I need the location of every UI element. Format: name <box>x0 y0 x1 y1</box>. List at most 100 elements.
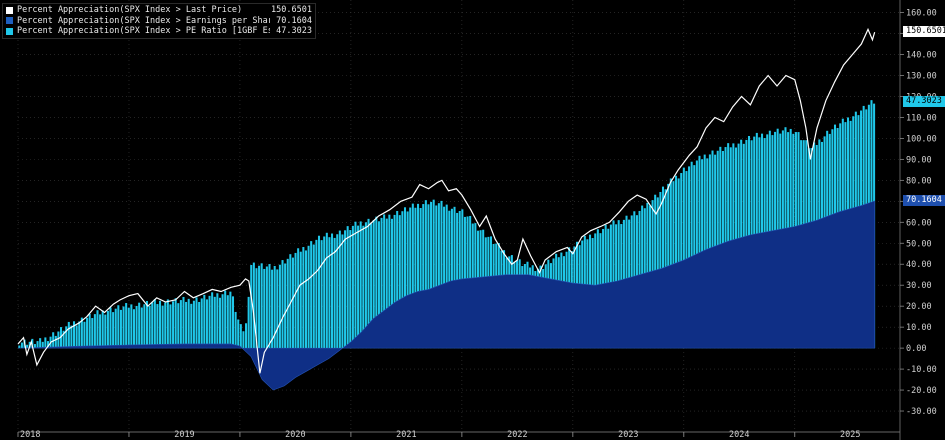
eps-area-series <box>17 200 875 391</box>
pe-bar <box>54 335 57 349</box>
y-tick-label: 40.00 <box>906 260 932 270</box>
pe-bar <box>260 263 263 349</box>
pe-bar <box>291 257 294 349</box>
x-tick-label: 2024 <box>729 430 749 440</box>
pe-bar <box>252 262 255 349</box>
pe-bar <box>281 260 284 349</box>
pe-bar <box>328 237 331 349</box>
pe-bar <box>682 167 685 349</box>
pe-bar <box>78 321 81 349</box>
pe-bar <box>62 330 65 349</box>
pe-bar <box>320 240 323 349</box>
pe-bar <box>164 302 167 349</box>
pe-bar <box>234 311 237 349</box>
pe-bar <box>166 299 169 349</box>
pe-bar <box>367 218 370 349</box>
pe-bar <box>229 291 232 349</box>
pe-bar <box>450 208 453 349</box>
pe-bar <box>187 298 190 349</box>
pe-bar <box>153 299 156 349</box>
pe-bar <box>122 306 125 349</box>
pe-bar <box>401 211 404 349</box>
pe-bar <box>114 308 117 349</box>
pe-bar <box>445 204 448 349</box>
pe-bar <box>278 264 281 349</box>
pe-bar <box>390 218 393 349</box>
pe-bar <box>221 294 224 349</box>
pe-bar <box>448 210 451 349</box>
pe-bar <box>346 226 349 349</box>
pe-bar <box>690 161 693 349</box>
pe-bar <box>440 200 443 349</box>
pe-bar <box>200 298 203 349</box>
pe-bar <box>151 302 154 349</box>
y-tick-label: -20.00 <box>906 386 937 396</box>
y-tick-label: 90.00 <box>906 155 932 165</box>
pe-bar <box>430 201 433 349</box>
legend-series-value: 70.1604 <box>276 15 312 26</box>
pe-bar <box>299 251 302 349</box>
pe-bar <box>148 305 151 349</box>
legend-item-pe: Percent Appreciation(SPX Index > PE Rati… <box>6 26 312 37</box>
pe-bar <box>341 234 344 349</box>
pe-bar <box>437 203 440 349</box>
pe-bar <box>338 230 341 349</box>
pe-bar <box>427 204 430 349</box>
pe-bar <box>80 317 83 349</box>
pe-bar <box>276 269 279 349</box>
pe-bar <box>213 296 216 349</box>
legend-item-eps: Percent Appreciation(SPX Index > Earning… <box>6 16 312 27</box>
pe-bar <box>140 307 143 349</box>
x-tick-label: 2025 <box>840 430 860 440</box>
pe-bar <box>359 221 362 349</box>
x-tick-label: 2021 <box>396 430 416 440</box>
pe-bar <box>172 301 175 349</box>
pe-bar <box>135 305 138 349</box>
pe-bar <box>250 265 253 349</box>
pe-bar <box>245 323 248 349</box>
pe-bar <box>255 268 258 349</box>
pe-bar <box>323 236 326 349</box>
pe-bar <box>195 297 198 349</box>
pe-bar <box>86 317 89 349</box>
pe-bar <box>263 268 266 349</box>
eps-last-value-tag: 70.1604 <box>903 194 945 206</box>
price-last-value-tag: 150.6501 <box>903 26 945 38</box>
y-tick-label: 80.00 <box>906 176 932 186</box>
pe-bar <box>273 265 276 349</box>
legend-series-value: 150.6501 <box>271 5 312 15</box>
pe-bar <box>231 296 235 349</box>
x-tick-label: 2022 <box>507 430 527 440</box>
pe-bar <box>302 247 305 349</box>
pe-bar <box>396 210 399 349</box>
pe-bar <box>286 258 289 349</box>
pe-bar <box>344 230 347 349</box>
pe-bar <box>354 221 357 349</box>
pe-bar <box>349 230 352 349</box>
pe-bar <box>325 232 328 349</box>
x-tick-label: 2023 <box>618 430 638 440</box>
pe-bar <box>385 218 388 349</box>
pe-bar <box>185 301 188 349</box>
pe-bar <box>218 297 221 349</box>
pe-bar <box>174 298 177 349</box>
pe-bar <box>145 300 149 349</box>
x-axis-ticks: 2018 2019 2020 2021 2022 2023 2024 2025 <box>17 430 861 440</box>
pe-bar <box>435 205 438 349</box>
pe-bar <box>409 207 412 349</box>
pe-bar <box>297 248 300 349</box>
pe-bar <box>406 211 409 349</box>
pe-bar <box>33 344 36 349</box>
pe-bar <box>39 338 42 349</box>
pe-bar <box>258 265 261 349</box>
pe-bar <box>331 233 334 349</box>
pe-bar <box>104 314 107 349</box>
pe-bar <box>294 252 297 349</box>
pe-bar <box>372 220 375 349</box>
pe-bar <box>179 300 182 349</box>
pe-bar <box>156 304 159 349</box>
pe-bar <box>265 266 268 349</box>
legend-swatch <box>6 27 13 35</box>
pe-bar <box>112 312 115 349</box>
pe-bar <box>268 264 271 349</box>
